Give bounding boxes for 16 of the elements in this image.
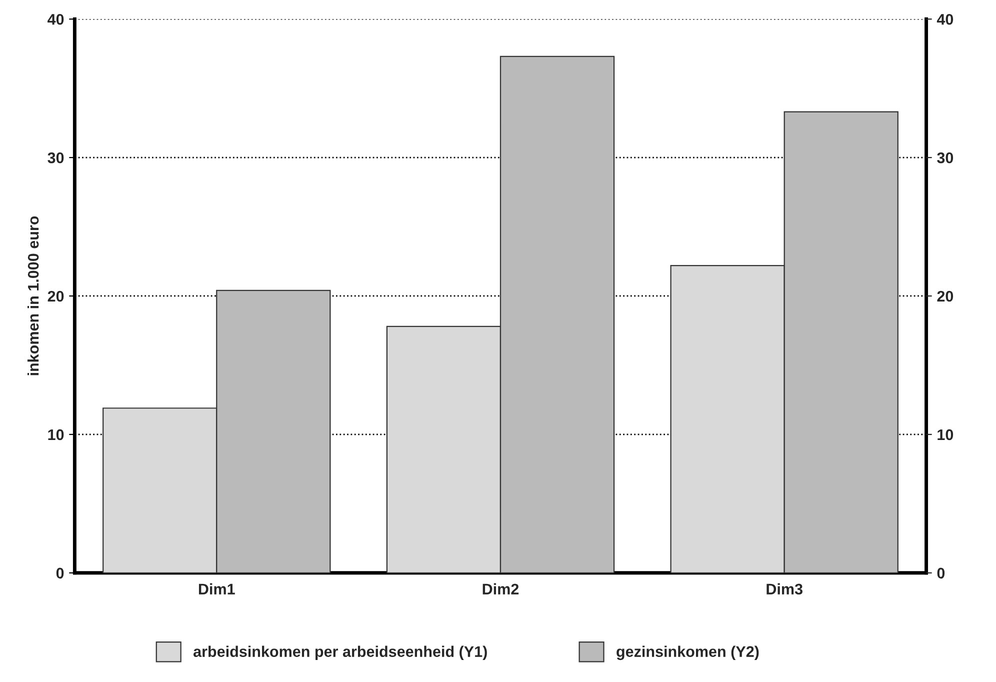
y2-tick-label: 10 bbox=[938, 429, 954, 440]
y-tick-label: 20 bbox=[48, 290, 64, 302]
y-tick-label: 30 bbox=[48, 152, 64, 164]
y-tick-label: 10 bbox=[48, 429, 64, 440]
y2-tick-label: 20 bbox=[937, 290, 954, 302]
y-axis-title: inkomen in 1.000 euro bbox=[27, 216, 39, 376]
legend-label: arbeidsinkomen per arbeidseenheid (Y1) bbox=[194, 646, 487, 660]
y2-tick-label: 40 bbox=[936, 14, 954, 25]
legend-label: gezinsinkomen (Y2) bbox=[616, 646, 759, 660]
y-tick-label: 40 bbox=[48, 14, 64, 25]
x-tick-label: Dim3 bbox=[766, 583, 802, 595]
y2-tick-label: 30 bbox=[937, 152, 954, 164]
y-tick-label: 0 bbox=[56, 568, 64, 579]
y2-tick-label: 0 bbox=[937, 568, 945, 579]
x-tick-label: Dim1 bbox=[198, 583, 235, 594]
x-tick-label: Dim2 bbox=[482, 583, 519, 594]
